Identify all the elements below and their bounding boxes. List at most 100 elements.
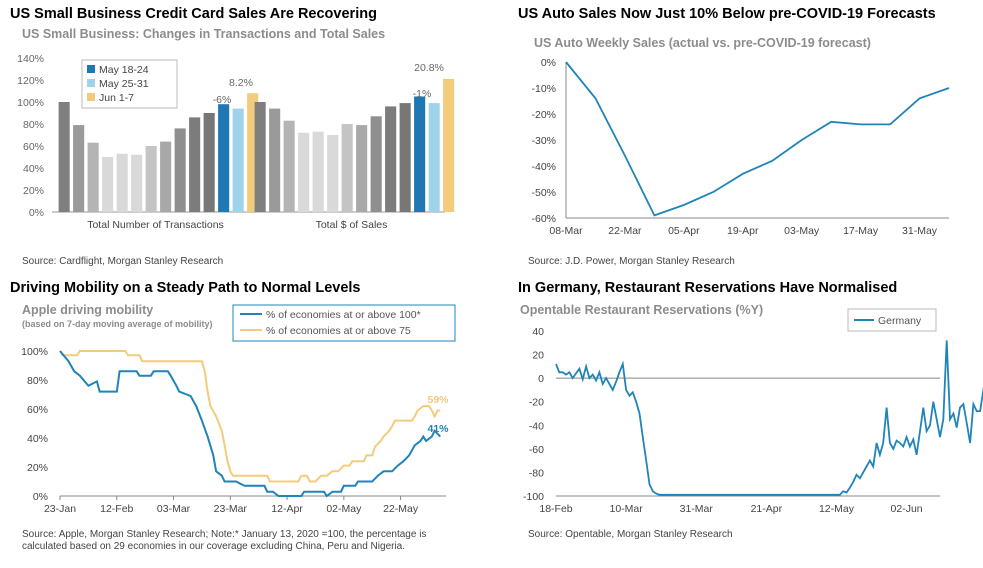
- x-tick-label: 10-Mar: [609, 503, 643, 515]
- legend-label: May 25-31: [99, 78, 149, 90]
- y-tick-label: -50%: [531, 187, 556, 199]
- bar: [269, 108, 281, 212]
- bar: [131, 154, 143, 212]
- x-tick-label: 02-May: [326, 503, 362, 515]
- x-tick-label: 03-Mar: [157, 503, 191, 515]
- y-tick-label: -20%: [531, 109, 556, 121]
- y-tick-label: -30%: [531, 135, 556, 147]
- bar-2: [443, 78, 455, 213]
- bar: [189, 117, 201, 212]
- annotation: -1%: [413, 88, 432, 100]
- group-label: Total Number of Transactions: [87, 219, 224, 231]
- bar: [283, 120, 295, 212]
- x-tick-label: 23-Mar: [214, 503, 248, 515]
- bar: [58, 102, 70, 212]
- y-tick-label: 60%: [27, 404, 48, 416]
- panel1-source: Source: Cardflight, Morgan Stanley Resea…: [22, 256, 224, 267]
- bar-1: [232, 108, 244, 212]
- bar: [370, 116, 382, 212]
- legend-swatch: [87, 93, 95, 101]
- legend-box: [847, 308, 937, 332]
- panel2-source: Source: J.D. Power, Morgan Stanley Resea…: [528, 256, 735, 267]
- y-tick-label: 20%: [27, 462, 48, 474]
- annotation: -6%: [213, 94, 232, 106]
- y-tick-label: 40%: [27, 433, 48, 445]
- y-tick-label: -10%: [531, 83, 556, 95]
- x-tick-label: 03-May: [784, 225, 820, 237]
- x-tick-label: 05-Apr: [668, 225, 700, 237]
- panel3-subtitle: Apple driving mobility: [22, 303, 154, 317]
- panel3-note: (based on 7-day moving average of mobili…: [22, 319, 213, 329]
- bar: [174, 128, 186, 212]
- bar: [385, 106, 397, 212]
- legend-label: May 18-24: [99, 64, 149, 76]
- y-tick-label: 0%: [29, 207, 44, 219]
- y-tick-label: 100%: [17, 97, 44, 109]
- legend-label: % of economies at or above 100*: [266, 309, 421, 321]
- y-tick-label: 0%: [33, 491, 48, 503]
- x-tick-label: 22-Mar: [608, 225, 642, 237]
- bar: [356, 125, 368, 212]
- y-tick-label: 100%: [21, 346, 48, 358]
- y-tick-label: 120%: [17, 75, 44, 87]
- panel3-title: Driving Mobility on a Steady Path to Nor…: [10, 280, 361, 296]
- legend-box: [232, 304, 456, 342]
- x-tick-label: 12-May: [819, 503, 855, 515]
- x-tick-label: 22-May: [383, 503, 419, 515]
- y-tick-label: -40%: [531, 161, 556, 173]
- y-tick-label: 140%: [17, 53, 44, 65]
- x-tick-label: 23-Jan: [44, 503, 76, 515]
- x-tick-label: 18-Feb: [539, 503, 572, 515]
- bar: [399, 103, 411, 212]
- end-label: 59%: [427, 394, 449, 406]
- annotation: 8.2%: [229, 77, 253, 89]
- line-chart-mobility: 0% 20% 40% 60% 80% 100% 23-Jan 12-Feb 03-Mar 23-M…: [21, 304, 456, 515]
- annotation: 20.8%: [414, 62, 444, 74]
- x-tick-label: 31-Mar: [680, 503, 714, 515]
- end-label: 41%: [427, 423, 449, 435]
- series-line: [555, 340, 983, 496]
- panel1-subtitle: US Small Business: Changes in Transactio…: [22, 27, 386, 41]
- legend-swatch: [87, 65, 95, 73]
- y-tick-label: 60%: [23, 141, 44, 153]
- x-tick-label: 02-Jun: [891, 503, 923, 515]
- x-tick-label: 21-Apr: [751, 503, 783, 515]
- x-tick-label: 31-May: [902, 225, 938, 237]
- legend-label: % of economies at or above 75: [266, 325, 411, 337]
- series-line: [565, 61, 950, 217]
- x-tick-label: 17-May: [843, 225, 879, 237]
- bar: [73, 125, 85, 212]
- bar-0: [414, 96, 426, 212]
- legend-label: Germany: [878, 315, 922, 327]
- bar: [312, 131, 324, 212]
- bar-1: [428, 103, 440, 212]
- y-tick-label: -40: [529, 420, 544, 432]
- group-label: Total $ of Sales: [316, 219, 388, 231]
- y-tick-label: -60%: [531, 213, 556, 225]
- x-tick-label: 08-Mar: [549, 225, 583, 237]
- y-tick-label: 0%: [541, 57, 556, 69]
- bar: [160, 141, 172, 212]
- bar-chart-credit-card: 0% 20% 40% 60% 80% 100% 120% 140% Total Number o…: [17, 53, 455, 231]
- y-tick-label: -80: [529, 467, 544, 479]
- bar: [116, 153, 128, 212]
- y-tick-label: 20%: [23, 185, 44, 197]
- legend-box: [81, 59, 178, 109]
- y-tick-label: 40: [532, 326, 544, 338]
- series-line-0: [59, 350, 442, 498]
- panel3-source: Source: Apple, Morgan Stanley Research; …: [22, 529, 427, 552]
- line-chart-auto-sales: 0% -10% -20% -30% -40% -50% -60%08-Mar 22-Mar 05…: [531, 57, 950, 237]
- bar: [254, 102, 266, 212]
- bar: [102, 157, 114, 212]
- y-tick-label: 80%: [23, 119, 44, 131]
- bar: [145, 146, 157, 212]
- y-tick-label: -20: [529, 397, 544, 409]
- y-tick-label: -60: [529, 444, 544, 456]
- panel4-subtitle: Opentable Restaurant Reservations (%Y): [520, 303, 764, 317]
- bar: [327, 135, 339, 212]
- series-line-1: [59, 350, 441, 483]
- y-tick-label: 40%: [23, 163, 44, 175]
- legend-swatch: [87, 79, 95, 87]
- bar-2: [247, 93, 259, 212]
- x-tick-label: 12-Feb: [100, 503, 133, 515]
